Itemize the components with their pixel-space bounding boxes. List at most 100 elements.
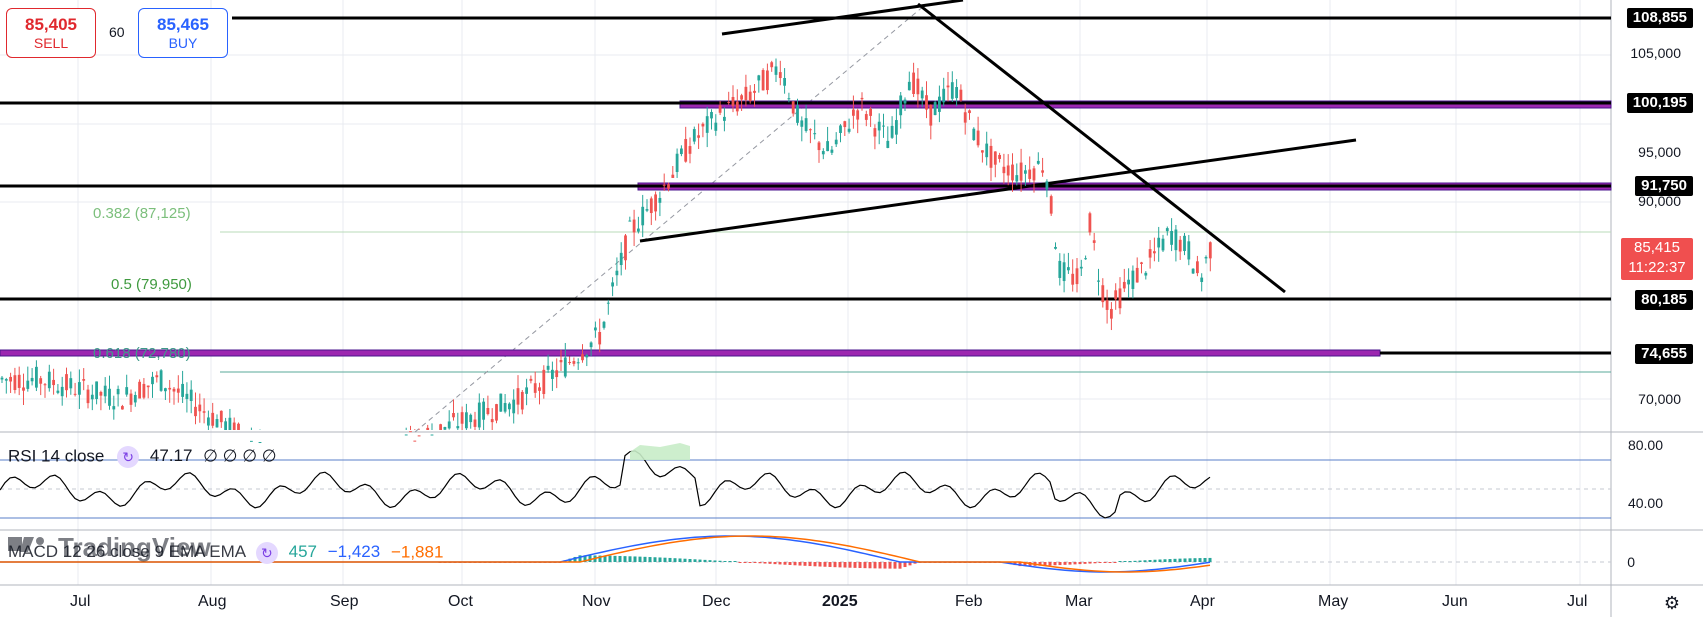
candle-body — [65, 374, 68, 391]
gear-icon[interactable]: ⚙ — [1663, 593, 1681, 613]
candle-body — [946, 85, 950, 88]
candle-body — [895, 120, 898, 135]
candles[interactable] — [0, 58, 1212, 444]
time-tick: Jul — [1567, 593, 1588, 610]
candle-body — [843, 121, 847, 128]
purple-zones[interactable] — [0, 100, 1612, 357]
sell-label: SELL — [33, 35, 69, 51]
candle-body — [955, 87, 958, 99]
candle-body — [662, 184, 666, 186]
macd-bar — [623, 556, 627, 562]
candle-body — [998, 154, 1001, 159]
candle-body — [258, 442, 262, 444]
candle-body — [598, 331, 602, 345]
candle-body — [839, 125, 842, 133]
candle-body — [125, 387, 129, 395]
candle-body — [551, 369, 554, 379]
candle-body — [9, 376, 12, 382]
sell-button[interactable]: 85,405 SELL — [6, 8, 96, 58]
candle-body — [809, 129, 812, 131]
macd-legend[interactable]: MACD 12 26 close 9 EMA EMA ↻ 457 −1,423 … — [8, 542, 443, 564]
macd-bar — [1178, 558, 1182, 562]
candle-body — [1075, 268, 1079, 285]
macd-bar — [1193, 558, 1197, 562]
candle-body — [783, 78, 786, 86]
candle-body — [39, 378, 43, 384]
macd-bar — [1103, 562, 1107, 563]
macd-bar — [643, 556, 647, 562]
candle-body — [78, 382, 81, 395]
horizontal-levels[interactable] — [0, 16, 1611, 355]
candle-body — [176, 388, 180, 393]
level-tag-108855[interactable]: 108,855 — [1626, 8, 1693, 28]
candle-body — [611, 282, 614, 287]
macd-bar — [1078, 562, 1082, 565]
candle-body — [60, 386, 64, 397]
fib-trend-line[interactable] — [414, 4, 926, 433]
candle-body — [473, 419, 477, 427]
level-tag-74655[interactable]: 74,655 — [1635, 344, 1693, 364]
candle-body — [1131, 270, 1135, 289]
candle-body — [981, 150, 984, 153]
candle-body — [460, 412, 464, 424]
macd-bar — [653, 557, 657, 562]
macd-bar — [803, 562, 807, 566]
candle-body — [17, 374, 21, 388]
buy-button[interactable]: 85,465 BUY — [138, 8, 228, 58]
candle-body — [194, 406, 197, 417]
macd-bar — [728, 561, 732, 562]
macd-bar — [763, 562, 767, 564]
macd-bar — [1053, 562, 1057, 566]
rsi-name: RSI 14 close — [8, 446, 105, 466]
macd-bar — [758, 562, 762, 564]
time-tick: Jul — [70, 593, 91, 610]
level-tag-80185[interactable]: 80,185 — [1635, 290, 1693, 310]
macd-bar — [1173, 558, 1177, 562]
candle-body — [520, 391, 524, 410]
macd-bar — [828, 562, 832, 567]
rsi-pane[interactable] — [0, 443, 1611, 519]
macd-bar — [723, 561, 727, 562]
candle-body — [877, 121, 881, 131]
price-tick: 95,000 — [1638, 144, 1681, 160]
level-tag-91750[interactable]: 91,750 — [1635, 176, 1693, 196]
candle-body — [852, 109, 855, 116]
refresh-icon[interactable]: ↻ — [117, 446, 140, 468]
macd-bar — [773, 562, 777, 565]
rsi-legend[interactable]: RSI 14 close ↻ 47.17 ∅ ∅ ∅ ∅ — [8, 446, 277, 468]
candle-body — [409, 431, 412, 433]
candle-body — [1178, 239, 1182, 252]
candle-body — [1118, 288, 1122, 309]
macd-bar — [1118, 561, 1122, 562]
candle-body — [198, 404, 202, 412]
macd-bar — [888, 562, 892, 569]
macd-bar — [863, 562, 867, 569]
candle-body — [701, 123, 705, 127]
candle-body — [164, 388, 167, 392]
candle-body — [56, 390, 60, 393]
candle-body — [232, 422, 236, 430]
refresh-icon[interactable]: ↻ — [255, 542, 278, 564]
macd-bar — [648, 557, 652, 562]
trend-lines[interactable] — [639, 0, 1357, 294]
macd-bar — [1043, 562, 1047, 566]
macd-bar — [1208, 557, 1212, 562]
candle-body — [1148, 249, 1152, 258]
candle-body — [1153, 251, 1156, 254]
candle-body — [1097, 280, 1100, 282]
candle-body — [35, 366, 38, 388]
level-tag-100195[interactable]: 100,195 — [1626, 93, 1693, 113]
macd-bar — [633, 556, 637, 562]
candle-body — [1036, 160, 1040, 164]
candle-body — [1092, 240, 1096, 243]
current-price-tag[interactable]: 85,415 11:22:37 — [1621, 238, 1693, 280]
candle-body — [1135, 267, 1139, 283]
candle-body — [907, 81, 911, 91]
macd-pane[interactable] — [0, 535, 1611, 573]
time-tick: Apr — [1190, 593, 1215, 610]
macd-bar — [1088, 562, 1092, 564]
candle-body — [52, 379, 55, 386]
macd-bar — [1038, 562, 1042, 566]
macd-bar — [668, 557, 672, 562]
